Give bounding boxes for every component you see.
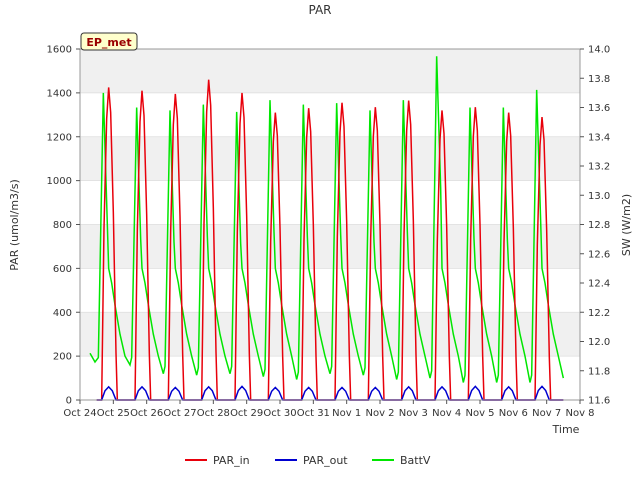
- x-tick-label: Nov 7: [532, 408, 561, 419]
- x-tick-label: Oct 29: [230, 408, 263, 419]
- y-axis-right-label: SW (W/m2): [620, 194, 633, 256]
- x-tick-label: Oct 28: [197, 408, 230, 419]
- site-badge-label: EP_met: [86, 36, 131, 49]
- y-right-tick-label: 11.6: [588, 396, 610, 407]
- y-left-tick-label: 1200: [47, 132, 72, 143]
- y-right-tick-label: 12.0: [588, 337, 610, 348]
- legend-item: PAR_out: [275, 454, 348, 467]
- chart-title: PAR: [308, 3, 331, 17]
- legend-item: PAR_in: [185, 454, 250, 467]
- y-right-tick-label: 12.8: [588, 220, 610, 231]
- series-line-battv: [89, 56, 565, 383]
- legend-label: PAR_in: [213, 454, 250, 467]
- x-tick-label: Oct 26: [130, 408, 163, 419]
- y-left-tick-label: 0: [66, 396, 72, 407]
- y-axis-left-label: PAR (umol/m3/s): [8, 179, 21, 271]
- y-left-tick-label: 1600: [47, 45, 72, 56]
- x-tick-label: Nov 3: [399, 408, 428, 419]
- legend-item: BattV: [372, 454, 431, 467]
- x-axis-label: Time: [552, 423, 580, 436]
- y-right-tick-label: 12.4: [588, 279, 610, 290]
- grid-band: [80, 312, 580, 357]
- x-tick-label: Oct 25: [97, 408, 130, 419]
- y-left-tick-label: 1000: [47, 176, 72, 187]
- x-tick-label: Oct 24: [63, 408, 96, 419]
- x-tick-label: Oct 31: [297, 408, 330, 419]
- y-left-tick-label: 800: [53, 220, 72, 231]
- x-tick-label: Nov 8: [565, 408, 594, 419]
- x-tick-label: Nov 4: [432, 408, 461, 419]
- y-right-tick-label: 14.0: [588, 45, 610, 56]
- x-tick-label: Oct 27: [163, 408, 196, 419]
- legend: PAR_in PAR_out BattV: [185, 454, 431, 467]
- y-left-tick-label: 600: [53, 264, 72, 275]
- y-right-tick-label: 13.2: [588, 162, 610, 173]
- x-tick-label: Oct 30: [263, 408, 296, 419]
- y-right-tick-label: 13.4: [588, 132, 610, 143]
- x-tick-label: Nov 2: [365, 408, 394, 419]
- y-axis-right: 11.6 11.8 12.0 12.2 12.4 12.6 12.8 13.0 13.2 13.4…: [580, 45, 610, 407]
- y-left-tick-label: 400: [53, 308, 72, 319]
- legend-label: PAR_out: [303, 454, 348, 467]
- y-right-tick-label: 13.6: [588, 103, 610, 114]
- grid-band: [80, 49, 580, 93]
- y-left-tick-label: 200: [53, 352, 72, 363]
- grid-bands: [80, 48, 580, 401]
- site-badge: EP_met: [80, 32, 138, 51]
- grid-band: [80, 136, 580, 181]
- legend-label: BattV: [400, 454, 431, 467]
- y-right-tick-label: 13.0: [588, 191, 610, 202]
- y-right-tick-label: 13.8: [588, 74, 610, 85]
- x-tick-label: Nov 1: [332, 408, 361, 419]
- x-tick-label: Nov 6: [499, 408, 528, 419]
- grid-band: [80, 224, 580, 269]
- y-axis-left: 0 200 400 600 800 1000 1200 1400 1600: [47, 45, 80, 407]
- site-badge-box: [80, 32, 138, 51]
- y-right-tick-label: 12.2: [588, 308, 610, 319]
- y-right-tick-label: 11.8: [588, 366, 610, 377]
- y-left-tick-label: 1400: [47, 88, 72, 99]
- x-axis: Oct 24 Oct 25 Oct 26 Oct 27 Oct 28 Oct 29 Oct …: [63, 400, 595, 419]
- y-right-tick-label: 12.6: [588, 249, 610, 260]
- x-tick-label: Nov 5: [465, 408, 494, 419]
